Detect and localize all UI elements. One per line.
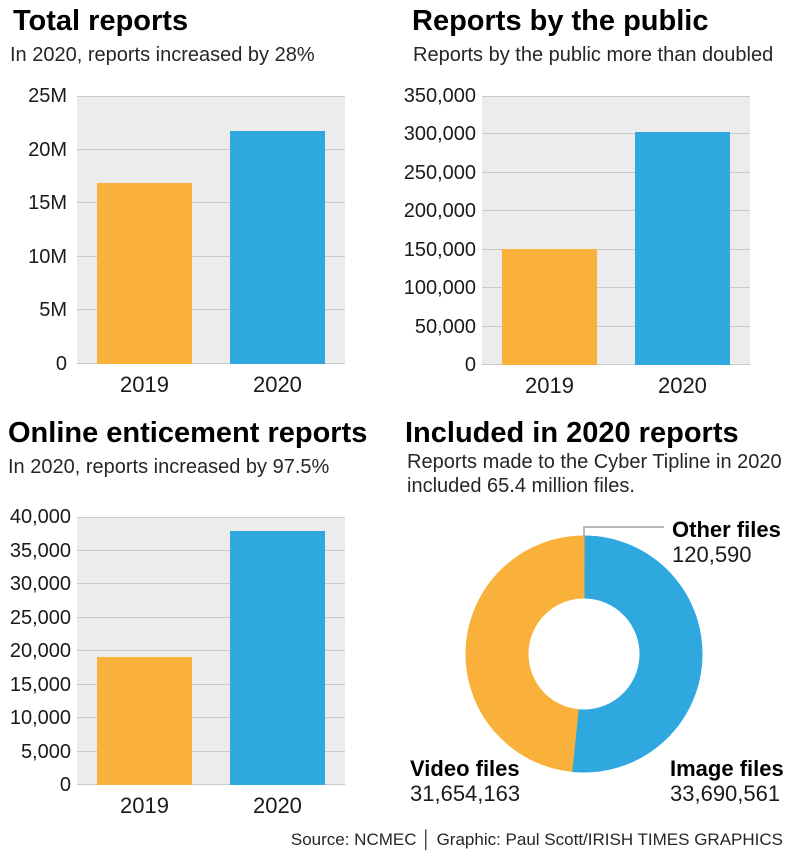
gridline bbox=[77, 202, 345, 204]
slice-name-image: Image files bbox=[670, 756, 784, 781]
other-files-leader-line bbox=[583, 526, 664, 537]
chart-title-total-reports: Total reports bbox=[13, 5, 189, 37]
gridline bbox=[482, 364, 750, 365]
y-axis-labels: 0 5M 10M 15M 20M 25M bbox=[0, 86, 67, 374]
chart-subtitle-total-reports: In 2020, reports increased by 28% bbox=[10, 44, 315, 66]
chart-title-reports-by-public: Reports by the public bbox=[412, 5, 709, 37]
y-tick-label: 25,000 bbox=[9, 606, 71, 629]
y-tick-label: 30,000 bbox=[9, 573, 71, 595]
bar-2019 bbox=[96, 656, 192, 785]
gridline bbox=[77, 517, 345, 518]
donut-label-video-files: Video files 31,654,163 bbox=[410, 756, 520, 806]
y-tick-label: 10,000 bbox=[9, 707, 71, 729]
chart-subtitle-reports-by-public: Reports by the public more than doubled bbox=[413, 44, 774, 66]
y-tick-label: 300,000 bbox=[403, 123, 476, 146]
y-axis-labels: 0 50,000 100,000 150,000 200,000 250,000 300,0… bbox=[400, 86, 476, 375]
gridline bbox=[482, 171, 750, 173]
slice-name-video: Video files bbox=[410, 756, 520, 781]
chart-subtitle-included-2020: Reports made to the Cyber Tipline in 202… bbox=[407, 450, 782, 498]
x-axis-labels: 2019 2020 bbox=[77, 791, 345, 821]
gridline bbox=[482, 133, 750, 135]
donut-label-other-files: Other files 120,590 bbox=[672, 517, 781, 567]
x-tick-label-2020: 2020 bbox=[252, 793, 302, 818]
gridline bbox=[77, 650, 345, 651]
gridline bbox=[482, 287, 750, 289]
gridline bbox=[77, 309, 345, 311]
gridline bbox=[77, 717, 345, 718]
x-axis-labels: 2019 2020 bbox=[77, 370, 345, 400]
slice-name-other: Other files bbox=[672, 517, 781, 542]
gridline bbox=[77, 683, 345, 685]
y-tick-label: 5,000 bbox=[20, 740, 71, 763]
bar-2019 bbox=[96, 182, 192, 364]
x-tick-label-2020: 2020 bbox=[252, 372, 302, 397]
subtitle-line-1: Reports made to the Cyber Tipline in 202… bbox=[407, 451, 782, 473]
gridline bbox=[77, 549, 345, 551]
plot-area bbox=[482, 96, 750, 365]
source-credit: Source: NCMEC │ Graphic: Paul Scott/IRIS… bbox=[290, 830, 783, 849]
y-tick-label: 350,000 bbox=[403, 85, 476, 107]
bar-2020 bbox=[230, 531, 326, 785]
chart-title-online-enticement: Online enticement reports bbox=[8, 417, 368, 449]
bar-2020 bbox=[230, 131, 326, 364]
x-tick-label-2020: 2020 bbox=[657, 373, 707, 398]
bar-2020 bbox=[635, 132, 731, 365]
y-axis-labels: 0 5,000 10,000 15,000 20,000 25,000 30,000 35,0… bbox=[0, 507, 71, 795]
gridline bbox=[77, 784, 345, 785]
donut-label-image-files: Image files 33,690,561 bbox=[670, 756, 784, 806]
gridline bbox=[482, 325, 750, 327]
x-tick-label-2019: 2019 bbox=[120, 793, 170, 818]
gridline bbox=[482, 96, 750, 97]
donut-slice-image-files bbox=[571, 535, 703, 773]
gridline bbox=[482, 210, 750, 212]
y-tick-label: 15,000 bbox=[9, 673, 71, 696]
panel-online-enticement: Online enticement reports In 2020, repor… bbox=[0, 410, 400, 859]
y-tick-label: 20M bbox=[28, 138, 67, 161]
gridline bbox=[77, 583, 345, 584]
y-tick-label: 15M bbox=[28, 192, 67, 215]
donut-chart bbox=[465, 526, 703, 773]
y-tick-label: 0 bbox=[59, 774, 71, 796]
slice-value-image: 33,690,561 bbox=[670, 781, 781, 806]
y-tick-label: 100,000 bbox=[403, 277, 476, 300]
panel-total-reports: Total reports In 2020, reports increased… bbox=[0, 0, 400, 410]
chart-subtitle-online-enticement: In 2020, reports increased by 97.5% bbox=[8, 456, 330, 478]
panel-included-2020: Included in 2020 reports Reports made to… bbox=[400, 410, 800, 859]
gridline bbox=[482, 248, 750, 250]
plot-area bbox=[77, 96, 345, 364]
subtitle-line-2: included 65.4 million files. bbox=[407, 475, 635, 497]
x-tick-label-2019: 2019 bbox=[120, 372, 170, 397]
x-tick-label-2019: 2019 bbox=[525, 373, 575, 398]
y-tick-label: 20,000 bbox=[9, 640, 71, 662]
y-tick-label: 25M bbox=[28, 85, 67, 107]
y-tick-label: 0 bbox=[55, 353, 67, 375]
gridline bbox=[77, 148, 345, 150]
bar-2019 bbox=[501, 248, 597, 365]
y-tick-label: 0 bbox=[464, 354, 476, 376]
y-tick-label: 35,000 bbox=[9, 539, 71, 562]
donut-slice-video-files bbox=[465, 535, 585, 772]
y-tick-label: 50,000 bbox=[414, 315, 476, 338]
gridline bbox=[77, 96, 345, 97]
gridline bbox=[77, 616, 345, 618]
y-tick-label: 40,000 bbox=[9, 506, 71, 528]
y-tick-label: 250,000 bbox=[403, 161, 476, 184]
panel-reports-by-public: Reports by the public Reports by the pub… bbox=[400, 0, 800, 410]
y-tick-label: 5M bbox=[39, 299, 67, 322]
gridline bbox=[77, 255, 345, 257]
y-tick-label: 150,000 bbox=[403, 238, 476, 261]
x-axis-labels: 2019 2020 bbox=[482, 371, 750, 401]
plot-area bbox=[77, 517, 345, 785]
slice-value-video: 31,654,163 bbox=[410, 781, 521, 806]
gridline bbox=[77, 363, 345, 364]
y-tick-label: 200,000 bbox=[403, 200, 476, 223]
y-tick-label: 10M bbox=[28, 245, 67, 268]
slice-value-other: 120,590 bbox=[672, 542, 752, 567]
gridline bbox=[77, 750, 345, 752]
chart-title-included-2020: Included in 2020 reports bbox=[405, 417, 739, 449]
